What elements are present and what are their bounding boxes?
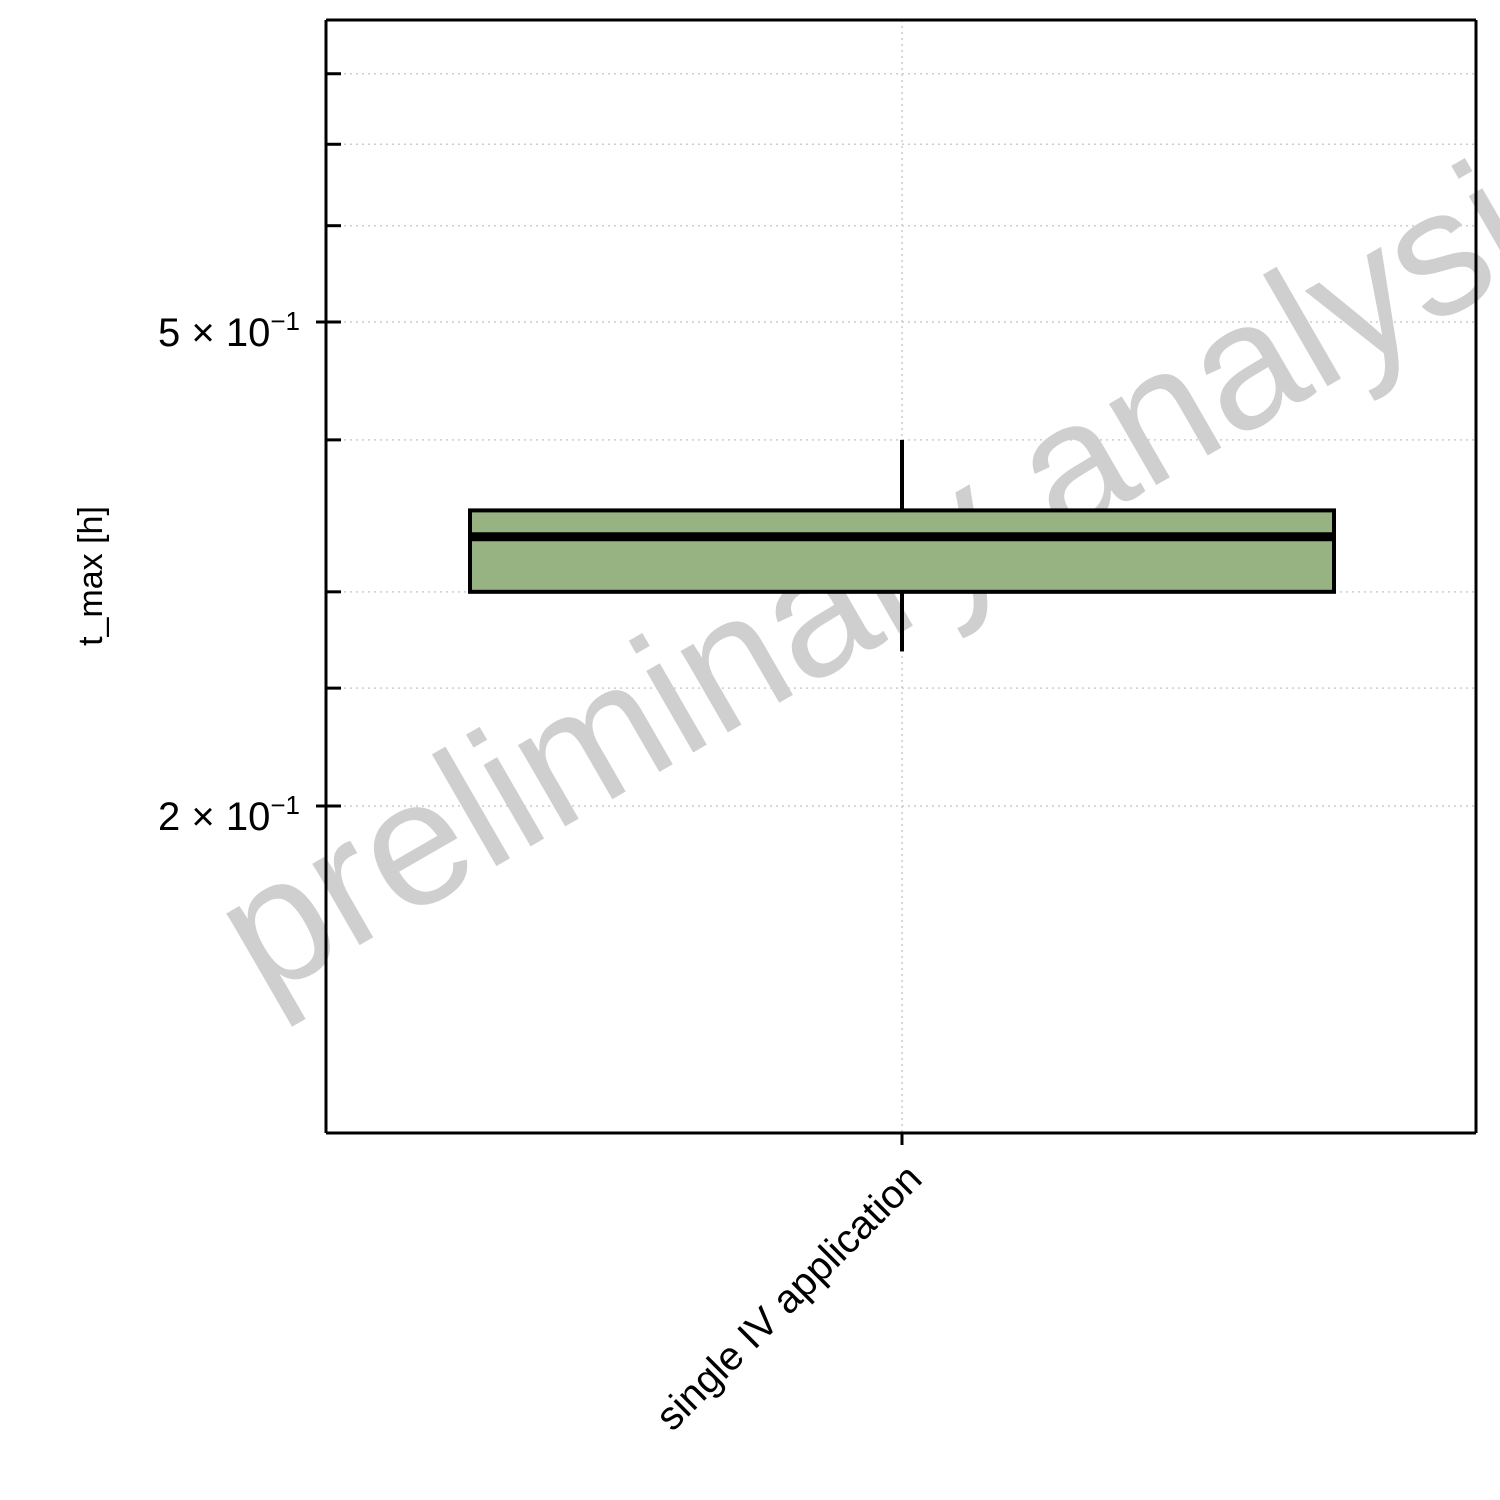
y-tick-label: 2 × 10−1: [158, 790, 300, 839]
y-tick-label: 5 × 10−1: [158, 306, 300, 355]
y-axis-title: t_max [h]: [72, 506, 110, 646]
box-iqr: [468, 508, 1336, 594]
box-layer: [468, 439, 1336, 652]
x-tick-label: single IV application: [648, 1156, 931, 1439]
